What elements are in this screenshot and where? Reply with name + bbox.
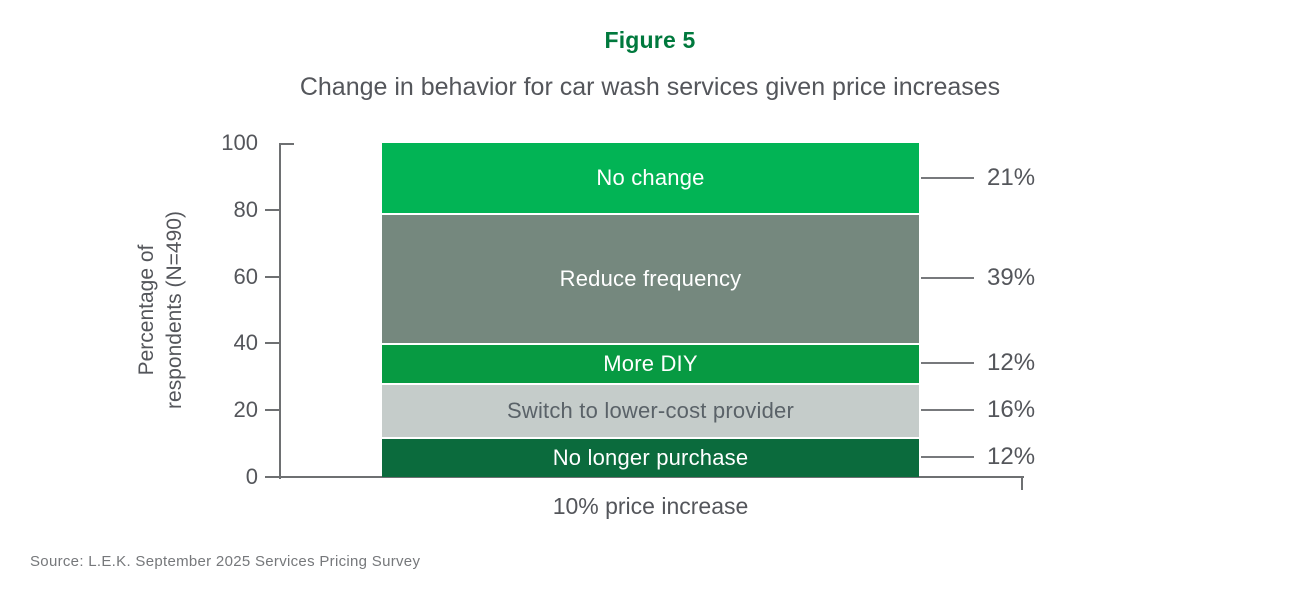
- bar-segment: More DIY: [382, 343, 919, 384]
- bar-segment: Reduce frequency: [382, 213, 919, 344]
- y-tick-label: 40: [233, 330, 258, 356]
- x-axis-line: [279, 476, 1024, 478]
- source-note: Source: L.E.K. September 2025 Services P…: [30, 553, 421, 570]
- y-tick-label: 0: [245, 464, 258, 489]
- connector-line: [921, 277, 974, 279]
- connector-line: [921, 455, 974, 458]
- y-tick: [265, 409, 279, 412]
- segment-label: No longer purchase: [552, 444, 749, 470]
- y-axis-top-cap: [279, 143, 294, 145]
- bar-segment: No change: [382, 143, 919, 214]
- y-tick: [265, 342, 279, 345]
- figure-label: Figure 5: [604, 27, 696, 53]
- y-tick: [265, 208, 279, 211]
- segment-label: No change: [596, 165, 705, 191]
- chart-subtitle: Change in behavior for car wash services…: [299, 73, 1001, 101]
- segment-label: Reduce frequency: [559, 266, 742, 292]
- x-axis-label: 10% price increase: [552, 493, 749, 519]
- connector-line: [921, 177, 974, 179]
- percent-label: 16%: [987, 396, 1036, 424]
- segment-label: Switch to lower-cost provider: [506, 398, 794, 424]
- y-tick-label: 20: [233, 397, 258, 423]
- connector-line: [921, 409, 974, 411]
- y-tick: [265, 275, 279, 278]
- y-tick: [265, 476, 279, 478]
- percent-label: 39%: [987, 264, 1036, 292]
- y-axis-title: Percentage of respondents (N=490): [133, 130, 191, 490]
- y-tick-label: 100: [221, 130, 258, 155]
- bar-segment: No longer purchase: [382, 436, 919, 477]
- bar-segment: Switch to lower-cost provider: [382, 383, 919, 437]
- y-axis-line: [279, 143, 281, 479]
- percent-label: 21%: [987, 164, 1036, 192]
- y-tick-label: 60: [233, 263, 258, 289]
- percent-label: 12%: [987, 442, 1036, 470]
- segment-label: More DIY: [603, 351, 698, 377]
- percent-label: 12%: [987, 349, 1036, 377]
- y-axis-title-line2: respondents (N=490): [163, 211, 187, 409]
- y-axis-title-line1: Percentage of: [135, 244, 158, 376]
- y-tick-label: 80: [233, 196, 258, 222]
- connector-line: [921, 362, 974, 365]
- x-axis-end-cap: [1021, 476, 1023, 490]
